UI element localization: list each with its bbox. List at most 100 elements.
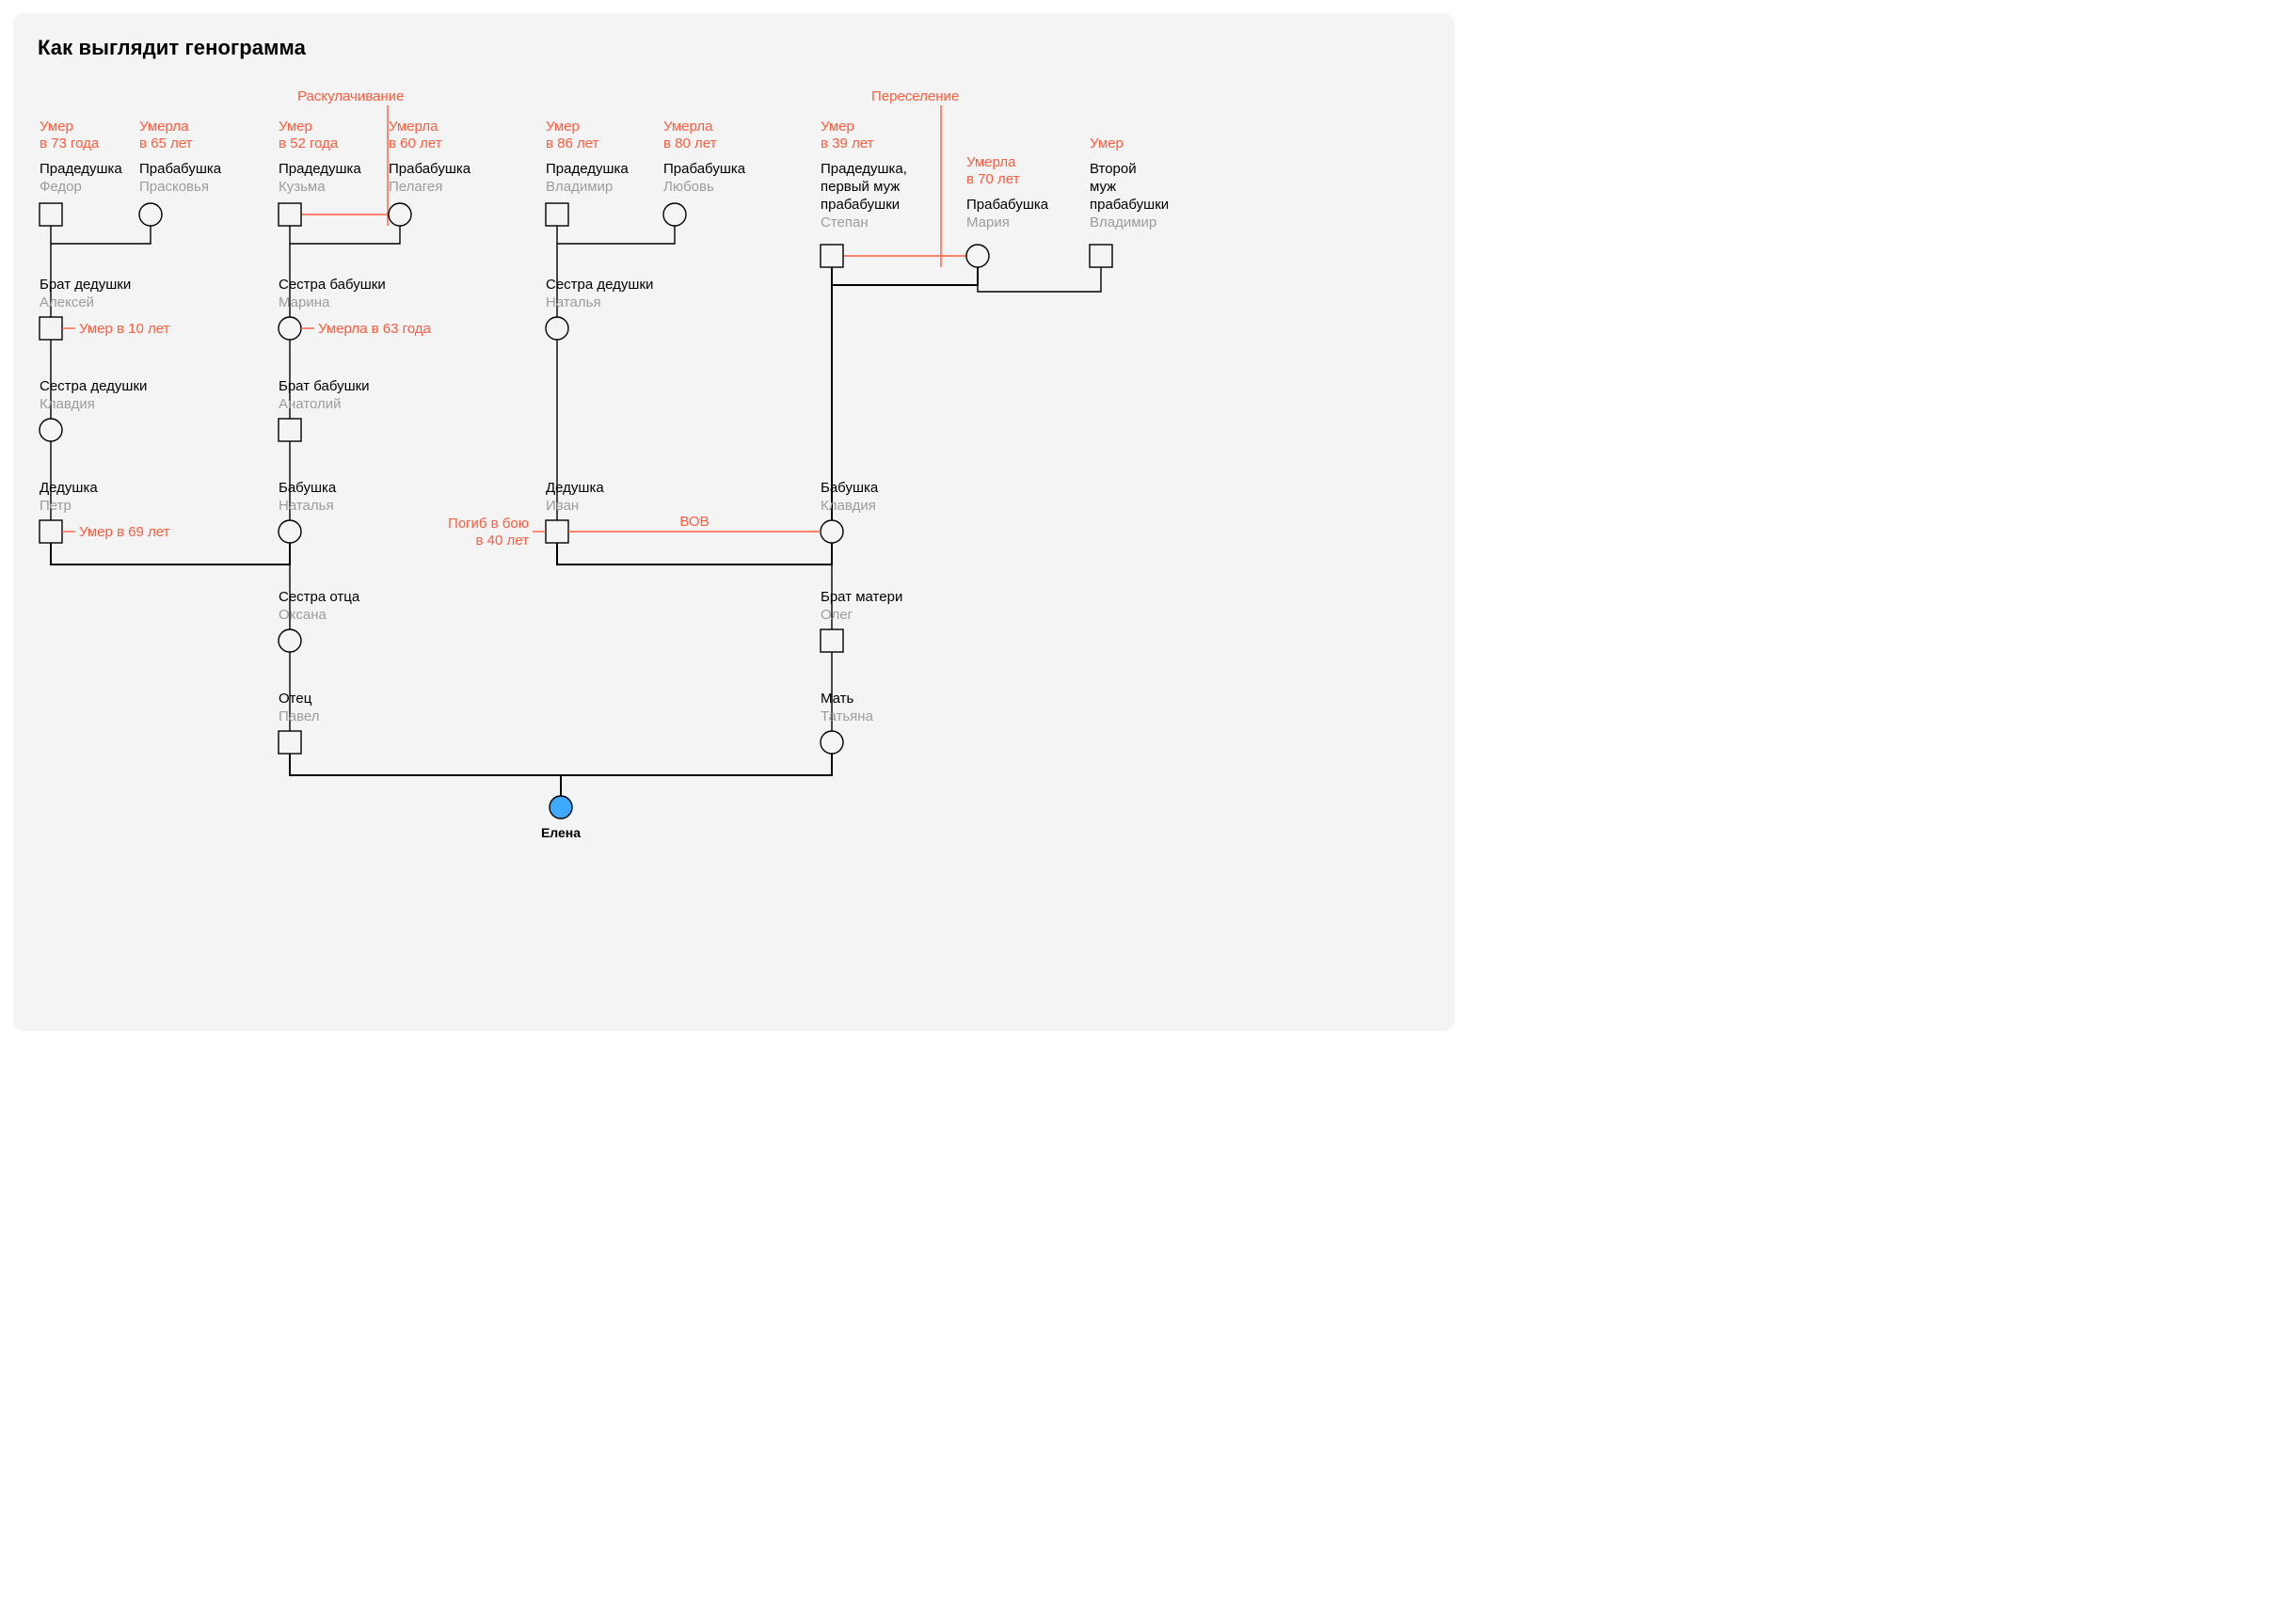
name-pgm-f: Кузьма <box>279 179 326 195</box>
role-mgm-f-l1: Прадедушка, <box>821 161 907 177</box>
death-mgf-f-l2: в 86 лет <box>546 135 599 151</box>
role-aunt: Сестра отца <box>279 589 360 605</box>
role-mgm-f-l2: первый муж <box>821 179 900 195</box>
name-uncle: Олег <box>821 607 853 623</box>
node-mgf-f <box>546 203 568 226</box>
role-bab-sis: Сестра бабушки <box>279 277 386 293</box>
node-ded2 <box>546 520 568 543</box>
name-ded-bro: Алексей <box>40 294 94 310</box>
edge-parents <box>290 754 832 775</box>
death-ded2-l2: в 40 лет <box>476 533 530 549</box>
name-father: Павел <box>279 708 320 724</box>
role-uncle: Брат матери <box>821 589 902 605</box>
death-mgf-m-l1: Умерла <box>663 119 713 135</box>
death-ded2-l1: Погиб в бою <box>448 516 529 532</box>
node-pgf-m <box>139 203 162 226</box>
role-ded2-sis: Сестра дедушки <box>546 277 653 293</box>
name-bab: Наталья <box>279 498 334 514</box>
name-mgm-h2: Владимир <box>1090 215 1156 231</box>
node-ded <box>40 520 62 543</box>
death-ded-bro: Умер в 10 лет <box>79 321 170 337</box>
death-mgf-m-l2: в 80 лет <box>663 135 717 151</box>
death-pgf-m-l1: Умерла <box>139 119 189 135</box>
name-aunt: Оксана <box>279 607 327 623</box>
node-aunt <box>279 629 301 652</box>
name-proband: Елена <box>541 825 581 840</box>
death-mgm-m-l1: Умерла <box>966 154 1016 170</box>
death-pgf-f-l2: в 73 года <box>40 135 100 151</box>
role-ded-sis: Сестра дедушки <box>40 378 147 394</box>
death-mgf-f-l1: Умер <box>546 119 580 135</box>
name-bab-sis: Марина <box>279 294 330 310</box>
name-mgm-m: Мария <box>966 215 1010 231</box>
name-ded: Петр <box>40 498 72 514</box>
role-mgf-f: Прадедушка <box>546 161 629 177</box>
genogram-svg: Раскулачивание Переселение Умер в 73 год… <box>13 13 1455 1031</box>
death-pgm-m-l2: в 60 лет <box>389 135 442 151</box>
event-vov: ВОВ <box>679 514 709 530</box>
role-mgm-h2-l3: прабабушки <box>1090 197 1169 213</box>
death-mgm-f-l2: в 39 лет <box>821 135 874 151</box>
event-pereselenie: Переселение <box>871 88 959 104</box>
death-ded: Умер в 69 лет <box>79 524 170 540</box>
node-uncle <box>821 629 843 652</box>
genogram-card: Как выглядит генограмма Раскулачивание П… <box>13 13 1455 1031</box>
node-proband <box>550 796 572 819</box>
death-pgm-f-l1: Умер <box>279 119 312 135</box>
node-bab2 <box>821 520 843 543</box>
node-bab-bro <box>279 419 301 441</box>
name-ded2-sis: Наталья <box>546 294 601 310</box>
edge-paternal-gp <box>51 543 290 565</box>
node-mother <box>821 731 843 754</box>
node-ded2-sis <box>546 317 568 340</box>
name-ded2: Иван <box>546 498 579 514</box>
death-mgm-m-l2: в 70 лет <box>966 171 1020 187</box>
node-ded-sis <box>40 419 62 441</box>
edge-mgm-couple2 <box>978 266 1101 292</box>
role-mgm-m: Прабабушка <box>966 197 1049 213</box>
edge-mgf-couple <box>557 225 675 244</box>
name-ded-sis: Клавдия <box>40 396 95 412</box>
node-pgf-f <box>40 203 62 226</box>
name-mother: Татьяна <box>821 708 874 724</box>
node-mgf-m <box>663 203 686 226</box>
name-mgm-f: Степан <box>821 215 869 231</box>
role-pgm-m: Прабабушка <box>389 161 471 177</box>
edge-pgm-couple <box>290 225 400 244</box>
death-pgm-f-l2: в 52 года <box>279 135 339 151</box>
role-mgf-m: Прабабушка <box>663 161 746 177</box>
role-ded2: Дедушка <box>546 480 604 496</box>
role-mgm-h2-l1: Второй <box>1090 161 1137 177</box>
node-father <box>279 731 301 754</box>
death-pgf-f-l1: Умер <box>40 119 73 135</box>
name-bab2: Клавдия <box>821 498 876 514</box>
node-bab-sis <box>279 317 301 340</box>
role-pgf-f: Прадедушка <box>40 161 122 177</box>
role-father: Отец <box>279 691 312 707</box>
node-bab <box>279 520 301 543</box>
node-pgm-f <box>279 203 301 226</box>
name-bab-bro: Анатолий <box>279 396 342 412</box>
death-pgf-m-l2: в 65 лет <box>139 135 193 151</box>
death-pgm-m-l1: Умерла <box>389 119 438 135</box>
node-mgm-h2 <box>1090 245 1112 267</box>
name-pgf-f: Федор <box>40 179 82 195</box>
role-bab2: Бабушка <box>821 480 879 496</box>
role-mgm-f-l3: прабабушки <box>821 197 900 213</box>
death-mgm-h2-l1: Умер <box>1090 135 1124 151</box>
role-pgf-m: Прабабушка <box>139 161 222 177</box>
node-pgm-m <box>389 203 411 226</box>
role-bab: Бабушка <box>279 480 337 496</box>
role-mother: Мать <box>821 691 854 707</box>
node-ded-bro <box>40 317 62 340</box>
name-pgf-m: Прасковья <box>139 179 209 195</box>
edge-pgf-couple <box>51 225 151 244</box>
edge-mgm-couple1 <box>832 266 978 285</box>
death-bab-sis: Умерла в 63 года <box>318 321 431 337</box>
role-mgm-h2-l2: муж <box>1090 179 1116 195</box>
role-bab-bro: Брат бабушки <box>279 378 370 394</box>
node-mgm-m <box>966 245 989 267</box>
death-mgm-f-l1: Умер <box>821 119 854 135</box>
name-pgm-m: Пелагея <box>389 179 442 195</box>
edge-maternal-gp <box>557 543 832 565</box>
